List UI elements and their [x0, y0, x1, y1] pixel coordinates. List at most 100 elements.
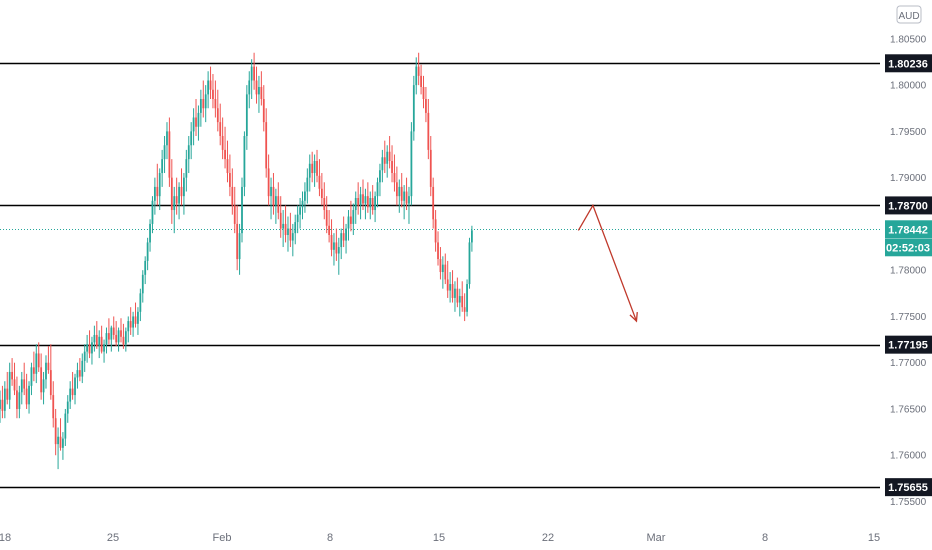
- candle: [127, 316, 130, 343]
- candle-body: [337, 247, 340, 254]
- candle: [410, 122, 413, 206]
- candle-body: [71, 388, 74, 396]
- candle: [137, 307, 139, 335]
- candle: [112, 316, 115, 340]
- candle-body: [69, 388, 72, 402]
- candle: [86, 334, 89, 363]
- candle-body: [0, 399, 1, 409]
- candle-body: [352, 210, 355, 224]
- y-tick-label: 1.77500: [890, 312, 927, 323]
- candle: [405, 177, 408, 211]
- candle-body: [279, 212, 282, 229]
- candle: [3, 381, 6, 419]
- candle: [471, 225, 473, 252]
- candle-body: [192, 117, 195, 132]
- candle: [381, 149, 384, 183]
- candle: [335, 228, 338, 261]
- candle-body: [202, 99, 205, 109]
- candle-body: [449, 284, 452, 291]
- x-tick-label: 8: [327, 532, 333, 544]
- candle: [425, 86, 427, 123]
- candle: [37, 342, 40, 372]
- candle: [163, 136, 166, 174]
- candle-body: [137, 311, 139, 324]
- projection-arrow[interactable]: [577, 203, 638, 322]
- candle-body: [287, 228, 289, 236]
- candle: [379, 163, 381, 197]
- price-axis-background[interactable]: [880, 0, 932, 550]
- candle-body: [439, 259, 442, 273]
- y-tick-label: 1.76500: [890, 404, 927, 415]
- candle: [427, 99, 430, 160]
- candle: [23, 362, 26, 396]
- candle: [451, 270, 454, 303]
- candle-body: [88, 344, 91, 354]
- level-price-box: [885, 196, 932, 215]
- candle: [202, 80, 205, 118]
- candle-body: [301, 200, 304, 208]
- candle: [304, 182, 306, 213]
- currency-badge-box[interactable]: [896, 5, 922, 24]
- candle-body: [149, 223, 151, 243]
- candle-body: [386, 151, 389, 164]
- candle-body: [437, 242, 439, 260]
- candle-body: [432, 186, 435, 220]
- candle: [238, 223, 241, 275]
- currency-badge[interactable]: AUD: [898, 11, 919, 22]
- candle-body: [335, 242, 338, 254]
- candle-body: [270, 186, 272, 197]
- candle-body: [93, 334, 96, 343]
- candle: [461, 281, 464, 312]
- candle-body: [173, 196, 176, 211]
- candle: [352, 203, 355, 236]
- candle-body: [231, 186, 234, 206]
- candle-body: [379, 170, 381, 183]
- candle: [316, 149, 318, 183]
- candle-body: [170, 177, 173, 211]
- candle: [408, 186, 410, 224]
- candle-body: [120, 330, 122, 337]
- candle: [313, 154, 316, 187]
- candle-body: [395, 182, 398, 197]
- candle: [291, 223, 294, 257]
- candle-body: [42, 379, 45, 393]
- time-axis[interactable]: 18 25 Feb 8 15 22 Mar 8 15: [0, 532, 880, 544]
- candle-body: [236, 223, 239, 260]
- candle: [161, 149, 164, 187]
- candle: [289, 212, 292, 248]
- candle: [88, 330, 91, 359]
- candle: [132, 311, 134, 337]
- candle-body: [23, 379, 26, 389]
- candles-layer: [0, 52, 473, 470]
- candle-body: [25, 388, 28, 405]
- candle: [224, 126, 226, 169]
- candle: [262, 85, 265, 132]
- candle: [325, 196, 328, 234]
- x-tick-label: 15: [868, 532, 880, 544]
- candle: [412, 75, 415, 141]
- price-axis[interactable]: 1.80500 1.80000 1.79500 1.79000 1.78000 1.775…: [880, 0, 932, 550]
- candle: [296, 205, 299, 234]
- candle: [371, 185, 374, 215]
- candle-body: [461, 296, 464, 308]
- candle: [366, 182, 369, 213]
- candle: [64, 408, 67, 446]
- candle: [444, 253, 447, 285]
- candle: [153, 177, 156, 215]
- candle: [233, 186, 236, 234]
- candle: [18, 385, 21, 419]
- candle-body: [451, 284, 454, 298]
- candle: [274, 188, 277, 224]
- candle: [207, 71, 210, 109]
- candle-body: [95, 334, 98, 347]
- candle-body: [458, 296, 461, 303]
- candle-body: [127, 321, 130, 332]
- candle-body: [274, 196, 277, 206]
- candle-body: [262, 99, 265, 123]
- candle-body: [374, 196, 376, 211]
- candle-body: [425, 99, 427, 113]
- candle-body: [52, 395, 55, 419]
- candle-body: [359, 194, 362, 206]
- candle-body: [466, 284, 468, 312]
